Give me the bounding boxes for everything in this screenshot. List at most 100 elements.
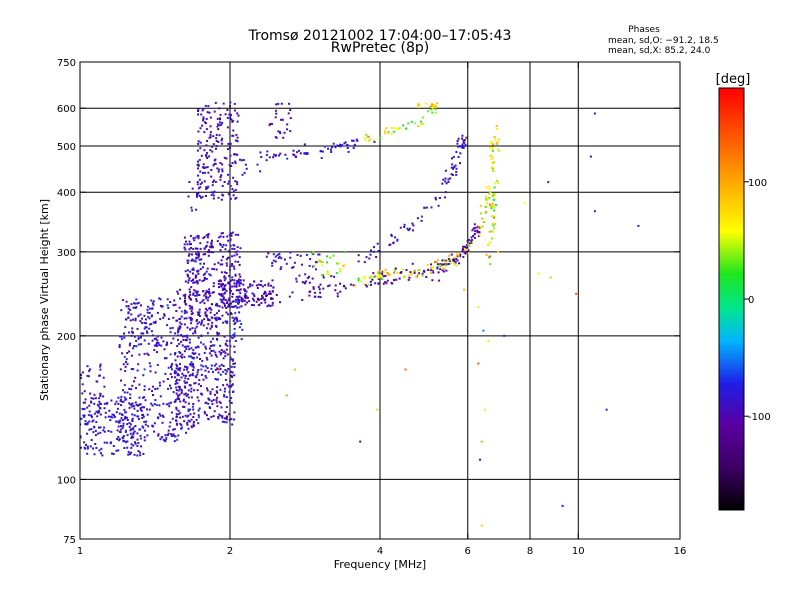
scatter-point [128, 387, 131, 390]
scatter-point [183, 309, 186, 312]
scatter-point [344, 141, 347, 144]
y-tick-label: 200 [57, 332, 76, 343]
scatter-point [126, 419, 129, 421]
scatter-point [215, 325, 218, 328]
scatter-point [396, 271, 399, 274]
scatter-point [163, 313, 166, 316]
scatter-point [287, 112, 290, 115]
scatter-point [351, 139, 353, 142]
scatter-point [177, 328, 180, 331]
scatter-point [201, 195, 204, 198]
scatter-point [139, 408, 142, 411]
scatter-point [275, 294, 278, 296]
scatter-point [205, 155, 208, 158]
scatter-point [418, 106, 421, 109]
scatter-point [227, 298, 230, 301]
scatter-point [97, 432, 100, 435]
scatter-point [187, 419, 190, 422]
scatter-point [177, 413, 180, 416]
scatter-point [195, 325, 198, 328]
scatter-point [194, 236, 197, 239]
scatter-point [224, 248, 227, 251]
scatter-point [231, 293, 234, 295]
scatter-point [219, 176, 222, 178]
scatter-point [193, 239, 196, 242]
scatter-point [377, 250, 380, 252]
scatter-point [213, 190, 216, 193]
scatter-point [196, 247, 199, 250]
scatter-point [162, 402, 165, 405]
scatter-point [159, 395, 162, 398]
scatter-point [233, 244, 236, 247]
scatter-point [177, 338, 179, 341]
scatter-point [167, 429, 170, 432]
scatter-point [202, 237, 205, 240]
scatter-point [231, 134, 234, 137]
scatter-point [293, 368, 296, 371]
scatter-point [218, 305, 221, 308]
scatter-point [175, 367, 178, 370]
scatter-point [239, 247, 242, 250]
scatter-point [494, 181, 497, 184]
scatter-point [190, 322, 193, 325]
scatter-point [233, 267, 236, 270]
scatter-point [141, 417, 144, 419]
scatter-point [86, 445, 89, 448]
scatter-point [189, 413, 192, 416]
scatter-point [130, 388, 133, 391]
scatter-point [207, 417, 210, 420]
x-tick-label: 6 [465, 546, 471, 557]
scatter-point [330, 148, 332, 151]
scatter-point [208, 292, 211, 295]
scatter-point [214, 354, 217, 356]
scatter-point [274, 260, 277, 263]
scatter-point [174, 359, 177, 362]
scatter-point [188, 277, 191, 280]
scatter-point [103, 430, 106, 433]
scatter-point [178, 393, 181, 396]
scatter-point [229, 244, 232, 247]
scatter-point [197, 142, 200, 145]
scatter-point [137, 450, 140, 452]
scatter-point [274, 116, 277, 119]
scatter-point [248, 300, 251, 303]
scatter-point [162, 316, 165, 319]
scatter-point [87, 414, 90, 417]
scatter-point [453, 258, 456, 261]
scatter-point [243, 288, 246, 291]
scatter-point [201, 171, 204, 174]
scatter-point [195, 294, 198, 297]
scatter-point [187, 275, 189, 278]
scatter-point [441, 269, 444, 272]
scatter-point [420, 219, 423, 222]
scatter-point [492, 143, 495, 146]
scatter-point [186, 421, 189, 424]
scatter-point [224, 284, 227, 286]
scatter-point [91, 420, 94, 423]
scatter-point [480, 440, 483, 443]
scatter-point [232, 300, 235, 303]
scatter-point [149, 365, 152, 368]
scatter-point [339, 143, 341, 146]
scatter-point [175, 406, 178, 409]
scatter-point [461, 143, 464, 146]
scatter-point [174, 400, 177, 403]
scatter-point [137, 442, 140, 444]
scatter-point [213, 159, 216, 162]
scatter-point [170, 376, 173, 379]
scatter-point [127, 307, 130, 310]
scatter-point [275, 112, 278, 115]
scatter-point [409, 271, 412, 274]
scatter-point [225, 244, 228, 247]
scatter-point [199, 186, 202, 189]
scatter-point [473, 236, 476, 239]
scatter-point [327, 147, 329, 150]
scatter-point [440, 266, 443, 269]
scatter-point [233, 279, 236, 282]
scatter-point [167, 366, 170, 369]
scatter-point [184, 280, 187, 283]
scatter-point [202, 119, 204, 122]
scatter-point [186, 273, 189, 276]
scatter-point [210, 367, 213, 370]
scatter-point [372, 276, 375, 279]
